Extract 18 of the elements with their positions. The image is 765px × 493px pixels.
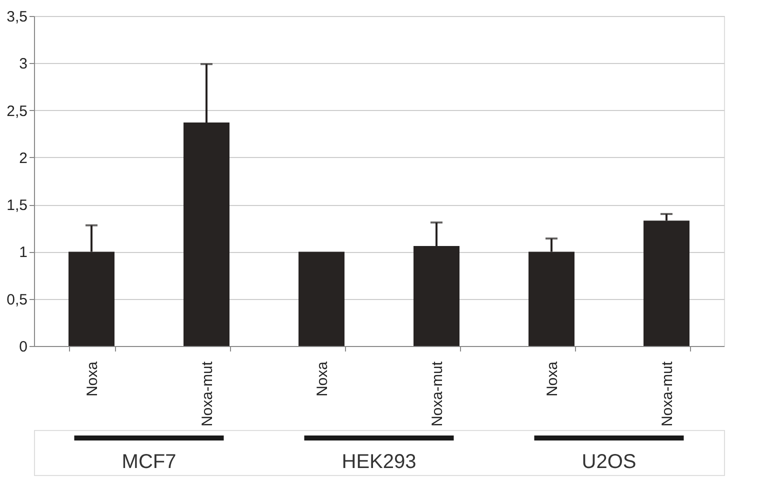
y-tick-label: 2,5 bbox=[6, 102, 28, 120]
y-tick-label: 0 bbox=[19, 338, 28, 356]
bar bbox=[298, 252, 344, 346]
y-tick-label: 0,5 bbox=[6, 291, 28, 308]
y-tick-label: 3 bbox=[19, 56, 28, 73]
x-tick-label: Noxa-mut bbox=[199, 360, 216, 427]
y-tick-label: 1 bbox=[19, 244, 28, 262]
x-tick-label: Noxa-mut bbox=[659, 360, 676, 427]
y-tick-label: 1,5 bbox=[6, 197, 28, 214]
x-tick-label: Noxa bbox=[314, 360, 331, 397]
x-tick-label: Noxa-mut bbox=[429, 360, 446, 427]
text: MCF7 bbox=[122, 451, 176, 473]
y-tick-label: 2 bbox=[19, 150, 28, 167]
y-tick-label: 3,5 bbox=[6, 8, 28, 26]
x-tick-label: Noxa bbox=[84, 360, 101, 397]
text: HEK293 bbox=[342, 451, 416, 473]
x-tick-label: Noxa bbox=[544, 360, 561, 397]
text: U2OS bbox=[582, 451, 636, 473]
